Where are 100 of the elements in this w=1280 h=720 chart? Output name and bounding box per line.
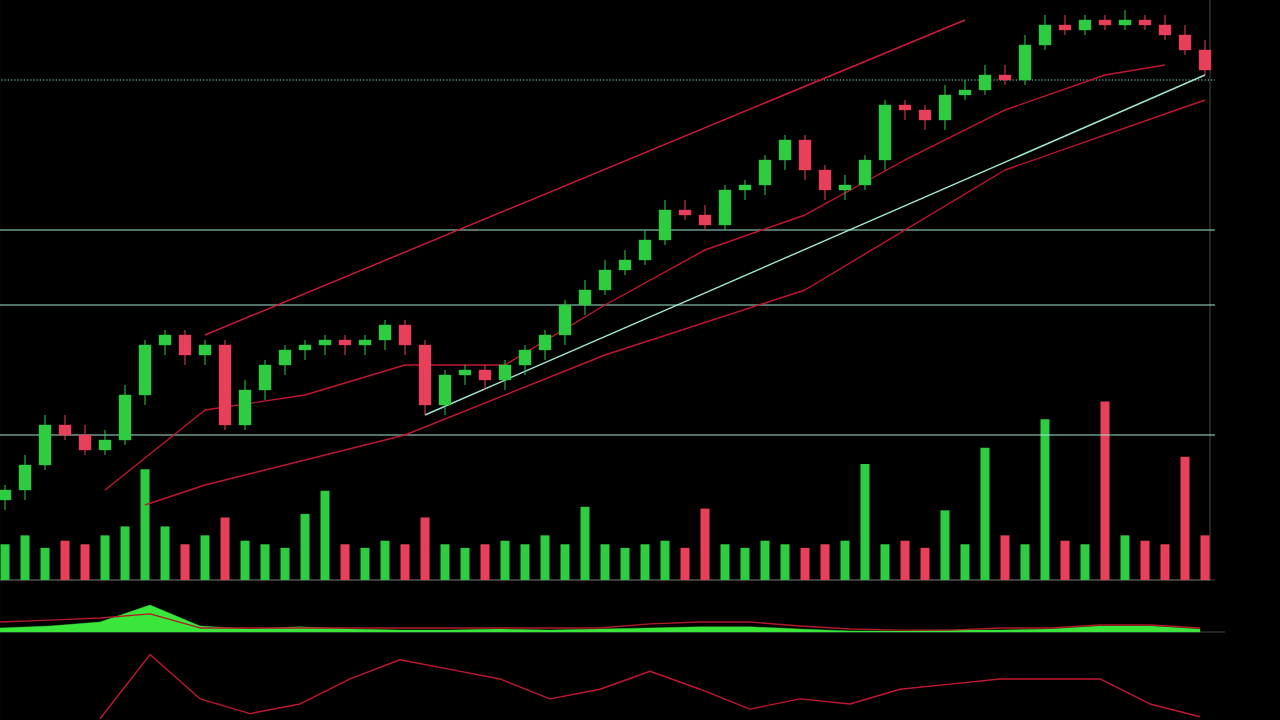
candlestick xyxy=(1098,14,1112,31)
candlestick xyxy=(198,339,212,366)
candlestick xyxy=(678,199,692,221)
candlestick xyxy=(358,334,372,356)
bar xyxy=(980,447,990,580)
bar xyxy=(720,544,730,580)
bar xyxy=(880,544,890,580)
bar xyxy=(80,544,90,580)
candlestick xyxy=(58,414,72,441)
candlestick xyxy=(578,279,592,316)
bar xyxy=(240,540,250,580)
candlestick xyxy=(1138,14,1152,31)
candlestick xyxy=(498,359,512,391)
candlestick xyxy=(278,344,292,376)
bar xyxy=(1040,419,1050,580)
bar xyxy=(780,544,790,580)
candlestick xyxy=(598,259,612,296)
candlestick xyxy=(638,229,652,266)
candlestick xyxy=(1158,14,1172,41)
bar xyxy=(20,535,30,580)
candlestick xyxy=(978,64,992,96)
bar xyxy=(480,544,490,580)
candlestick xyxy=(318,334,332,356)
candlestick xyxy=(178,329,192,366)
bar xyxy=(1180,456,1190,580)
candlestick xyxy=(378,319,392,351)
candlestick xyxy=(1118,9,1132,31)
bar xyxy=(200,535,210,580)
bar xyxy=(1200,535,1210,580)
bar xyxy=(940,510,950,580)
bar xyxy=(580,506,590,580)
bar xyxy=(40,547,50,580)
bar xyxy=(120,526,130,580)
candlestick xyxy=(918,104,932,131)
candlestick xyxy=(738,179,752,201)
candlestick xyxy=(538,329,552,361)
candlestick xyxy=(0,484,12,511)
bar xyxy=(640,544,650,580)
candlestick xyxy=(998,64,1012,86)
bar xyxy=(920,547,930,580)
candlestick xyxy=(618,249,632,276)
bar xyxy=(1060,540,1070,580)
bar xyxy=(140,469,150,580)
bar xyxy=(620,547,630,580)
bar xyxy=(760,540,770,580)
bar xyxy=(1160,544,1170,580)
bar xyxy=(440,544,450,580)
bar xyxy=(460,547,470,580)
candlestick xyxy=(1058,14,1072,36)
candlestick xyxy=(698,204,712,231)
bar xyxy=(100,535,110,580)
candlestick xyxy=(1178,24,1192,56)
bar xyxy=(1120,535,1130,580)
candlestick xyxy=(398,319,412,356)
candlestick xyxy=(1078,14,1092,36)
candlestick xyxy=(1038,14,1052,51)
candlestick xyxy=(818,164,832,201)
bar xyxy=(700,508,710,580)
bar xyxy=(60,540,70,580)
candlestick xyxy=(478,364,492,391)
candlestick xyxy=(98,429,112,456)
bar xyxy=(280,547,290,580)
bar xyxy=(0,544,10,580)
bar xyxy=(800,547,810,580)
bar xyxy=(860,463,870,580)
bar xyxy=(960,544,970,580)
candlestick xyxy=(958,79,972,101)
candlestick xyxy=(838,174,852,201)
bar xyxy=(680,547,690,580)
bar xyxy=(320,490,330,580)
bar xyxy=(540,535,550,580)
bar xyxy=(660,540,670,580)
bar xyxy=(1000,535,1010,580)
bar xyxy=(840,540,850,580)
bar xyxy=(220,517,230,580)
bar xyxy=(740,547,750,580)
bar xyxy=(180,544,190,580)
candlestick xyxy=(778,134,792,171)
candlestick xyxy=(898,99,912,121)
bar xyxy=(1020,544,1030,580)
candlestick xyxy=(78,424,92,456)
bar xyxy=(360,547,370,580)
bar xyxy=(900,540,910,580)
bar xyxy=(1140,540,1150,580)
candlestick xyxy=(338,334,352,356)
bar xyxy=(260,544,270,580)
bar xyxy=(520,544,530,580)
bar xyxy=(160,526,170,580)
candlestick xyxy=(158,329,172,356)
bar xyxy=(380,540,390,580)
candlestick xyxy=(458,364,472,386)
candlestick xyxy=(1198,39,1212,76)
bar xyxy=(340,544,350,580)
bar xyxy=(400,544,410,580)
bar xyxy=(1100,401,1110,580)
bar xyxy=(600,544,610,580)
bar xyxy=(300,513,310,580)
bar xyxy=(820,544,830,580)
candlestick xyxy=(518,344,532,376)
candlestick xyxy=(298,339,312,361)
